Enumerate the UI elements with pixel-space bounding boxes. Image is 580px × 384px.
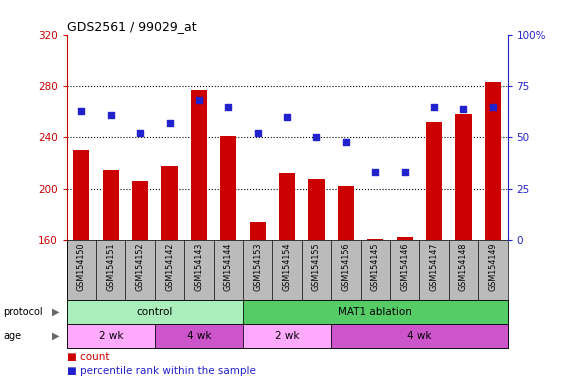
- Point: [341, 139, 350, 145]
- Text: GSM154143: GSM154143: [194, 242, 204, 291]
- Text: GSM154155: GSM154155: [312, 242, 321, 291]
- Point: [165, 120, 174, 126]
- Bar: [67, 324, 155, 348]
- Text: 4 wk: 4 wk: [407, 331, 432, 341]
- Point: [488, 104, 498, 110]
- Text: 2 wk: 2 wk: [99, 331, 123, 341]
- Bar: [243, 324, 331, 348]
- Point: [312, 134, 321, 141]
- Text: GSM154149: GSM154149: [488, 242, 497, 291]
- Bar: [67, 300, 243, 324]
- Point: [429, 104, 438, 110]
- Bar: [367, 239, 383, 240]
- Text: GSM154147: GSM154147: [430, 242, 438, 291]
- Bar: [485, 82, 501, 240]
- Point: [224, 104, 233, 110]
- Text: 2 wk: 2 wk: [275, 331, 299, 341]
- Point: [136, 130, 145, 136]
- Text: GSM154152: GSM154152: [136, 242, 144, 291]
- Bar: [397, 237, 413, 240]
- Text: GSM154148: GSM154148: [459, 242, 468, 291]
- Text: ▶: ▶: [52, 307, 60, 317]
- Bar: [220, 136, 237, 240]
- Text: 4 wk: 4 wk: [187, 331, 211, 341]
- Text: control: control: [137, 307, 173, 317]
- Point: [371, 169, 380, 175]
- Text: GSM154151: GSM154151: [106, 242, 115, 291]
- Point: [106, 112, 115, 118]
- Text: GSM154145: GSM154145: [371, 242, 380, 291]
- Point: [400, 169, 409, 175]
- Point: [194, 98, 204, 104]
- Text: age: age: [3, 331, 21, 341]
- Text: GSM154146: GSM154146: [400, 242, 409, 291]
- Point: [459, 106, 468, 112]
- Bar: [279, 174, 295, 240]
- Text: GSM154153: GSM154153: [253, 242, 262, 291]
- Bar: [338, 186, 354, 240]
- Bar: [455, 114, 472, 240]
- Text: GSM154144: GSM154144: [224, 242, 233, 291]
- Text: GSM154142: GSM154142: [165, 242, 174, 291]
- Point: [77, 108, 86, 114]
- Bar: [161, 166, 177, 240]
- Bar: [103, 170, 119, 240]
- Bar: [191, 90, 207, 240]
- Bar: [155, 324, 243, 348]
- Text: GSM154156: GSM154156: [342, 242, 350, 291]
- Text: GSM154150: GSM154150: [77, 242, 86, 291]
- Text: MAT1 ablation: MAT1 ablation: [338, 307, 412, 317]
- Bar: [309, 179, 325, 240]
- Text: ■ count: ■ count: [67, 352, 109, 362]
- Text: GSM154154: GSM154154: [282, 242, 292, 291]
- Bar: [132, 181, 148, 240]
- Bar: [249, 222, 266, 240]
- Text: GDS2561 / 99029_at: GDS2561 / 99029_at: [67, 20, 196, 33]
- Point: [253, 130, 262, 136]
- Bar: [331, 324, 508, 348]
- Bar: [426, 122, 442, 240]
- Text: ■ percentile rank within the sample: ■ percentile rank within the sample: [67, 366, 256, 376]
- Bar: [243, 300, 508, 324]
- Bar: [73, 150, 89, 240]
- Point: [282, 114, 292, 120]
- Text: protocol: protocol: [3, 307, 42, 317]
- Text: ▶: ▶: [52, 331, 60, 341]
